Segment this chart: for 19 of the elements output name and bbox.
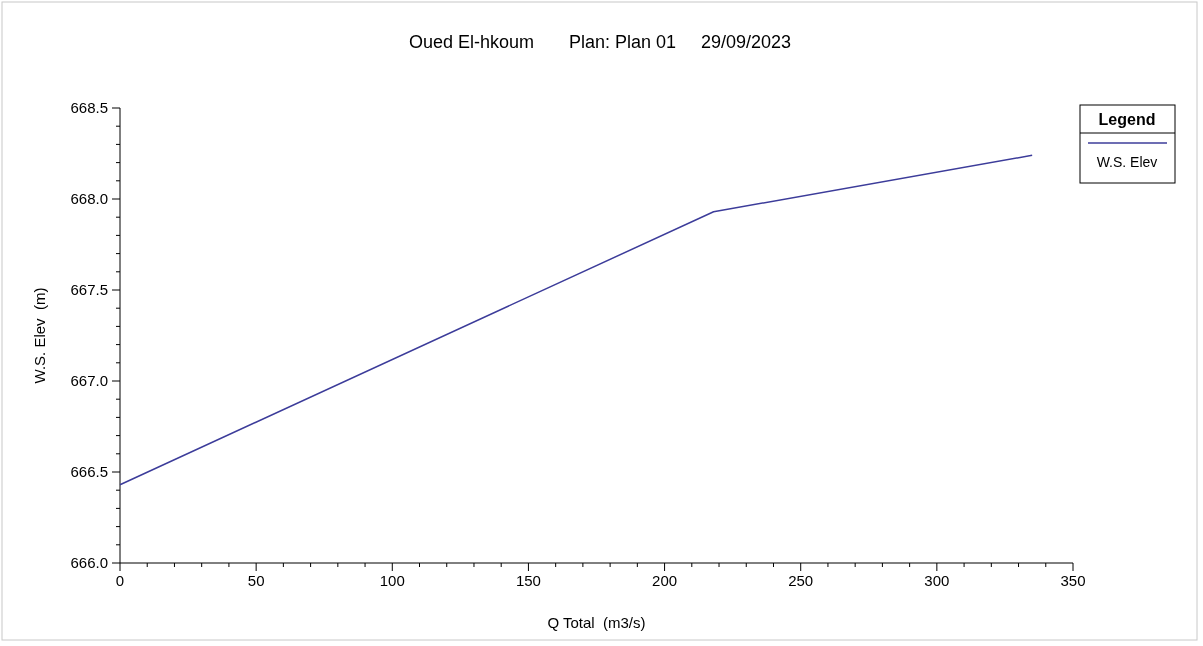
- x-tick-label: 50: [247, 572, 265, 589]
- text: W.S. Elev: [1096, 154, 1158, 170]
- y-tick-label: 668.5: [70, 99, 108, 116]
- x-tick-label: 150: [515, 572, 541, 589]
- y-axis-title: W.S. Elev (m): [31, 287, 48, 384]
- x-tick-label: 350: [1060, 572, 1086, 589]
- y-tick-label: 666.0: [70, 554, 108, 571]
- x-tick-label: 200: [652, 572, 678, 589]
- y-tick-label: 666.5: [70, 463, 108, 480]
- x-tick-label: 300: [924, 572, 950, 589]
- x-tick-label: 0: [115, 572, 125, 589]
- x-tick-label: 100: [379, 572, 405, 589]
- x-tick-label: 250: [788, 572, 814, 589]
- chart-title: Oued El-hkoum Plan: Plan 01 29/09/2023: [408, 32, 792, 52]
- y-tick-label: 667.5: [70, 281, 108, 298]
- y-tick-label: 668.0: [70, 190, 108, 207]
- x-axis-title: Q Total (m3/s): [547, 614, 646, 631]
- legend-title: Legend: [1098, 111, 1156, 128]
- y-tick-label: 667.0: [70, 372, 108, 389]
